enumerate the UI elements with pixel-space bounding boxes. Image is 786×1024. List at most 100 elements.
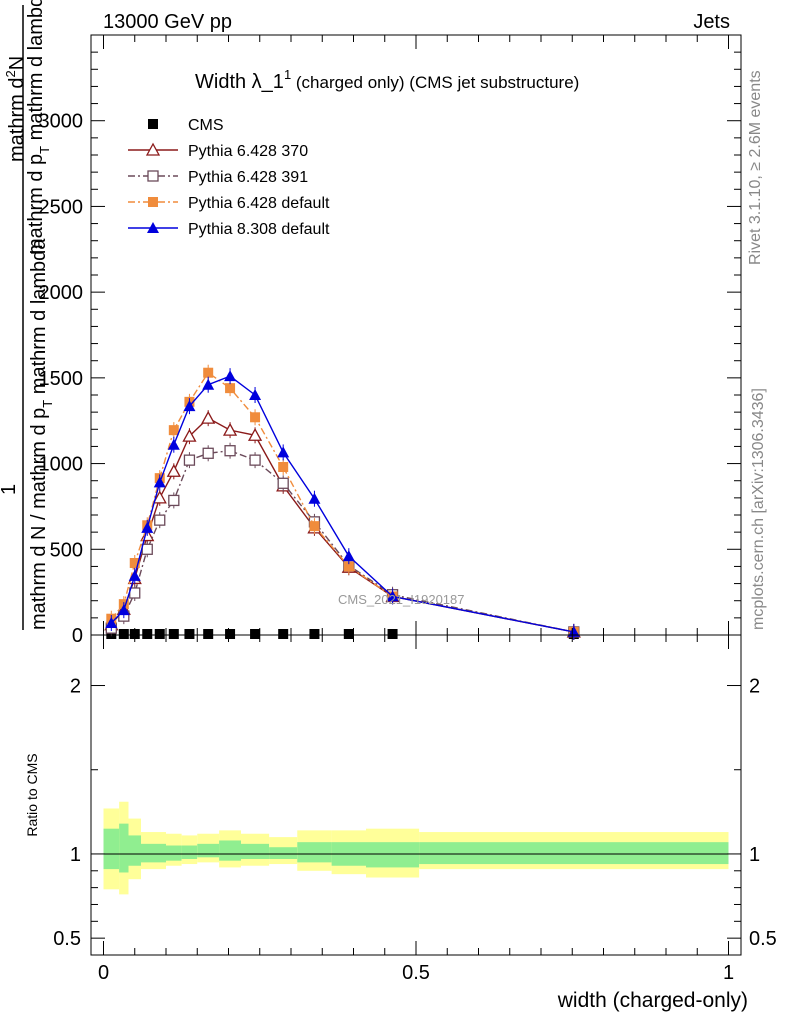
data-point-pythia-6-428-default — [168, 425, 179, 436]
data-point-pythia-8-308-default — [183, 400, 196, 412]
data-point-pythia-6-428-370 — [222, 422, 238, 436]
data-point-pythia-6-428-391 — [224, 445, 236, 457]
ratio-inner-band — [181, 845, 198, 859]
ylabel-num-subT: T — [37, 146, 52, 154]
chart-title-sub: (charged only) (CMS jet substructure) — [291, 73, 579, 92]
main-marks — [104, 364, 581, 640]
ratio-bands — [103, 801, 729, 895]
data-point-pythia-8-308-default — [567, 625, 580, 637]
main-plot: 0 500 1000 1500 2000 2500 3000 — [39, 34, 742, 647]
series-line-pythia-6-428-default — [110, 371, 574, 633]
main-ticks: 0 500 1000 1500 2000 2500 3000 — [39, 35, 741, 647]
ylabel-num-subrest: mathrm d lambda — [25, 0, 47, 146]
data-point-pythia-6-428-370 — [201, 410, 216, 424]
ylabel-num-rest: N — [6, 56, 28, 70]
ratio-plot: 0.5 0.5 1 1 2 2 0 0.5 1 — [53, 634, 777, 984]
data-point-pythia-6-428-391 — [249, 454, 261, 466]
data-point-pythia-8-308-default — [167, 438, 180, 450]
data-point-pythia-8-308-default — [342, 550, 355, 562]
data-point-pythia-8-308-default — [153, 476, 166, 488]
data-point-pythia-6-428-391 — [129, 587, 141, 599]
ylabel-den-sigma: lambda — [28, 238, 50, 310]
main-ylabel: mathrm d N / mathrm d pT mathrm d lambda… — [0, 5, 55, 630]
data-point-pythia-6-428-370 — [182, 428, 197, 442]
rivet-label: Rivet 3.1.10, ≥ 2.6M events — [747, 70, 764, 265]
legend-marker-pythia-6-428-default — [148, 197, 158, 207]
legend-marker-cms — [148, 119, 158, 129]
data-point-pythia-8-308-default — [249, 389, 262, 400]
ylabel-num-subpart: mathrm d p — [25, 154, 47, 255]
chart-title: Width λ_11 (charged only) (CMS jet subst… — [195, 67, 579, 93]
ratio-y-tick-label-right: 1 — [749, 844, 760, 866]
data-point-pythia-6-428-default — [225, 383, 236, 394]
data-point-pythia-6-428-default — [250, 412, 261, 423]
x-tick-label: 0.5 — [402, 962, 430, 984]
ratio-plot-frame — [90, 634, 742, 956]
data-point-cms — [309, 629, 320, 639]
ylabel-leading-one: 1 — [0, 484, 20, 495]
ratio-inner-band — [103, 828, 120, 870]
ratio-inner-band — [241, 843, 270, 859]
ratio-y-tick-label: 1 — [70, 844, 81, 866]
ylabel-num-sup: 2 — [3, 70, 18, 77]
ratio-y-tick-label-right: 2 — [749, 676, 760, 698]
data-point-pythia-8-308-default — [117, 604, 130, 616]
y-tick-label: 0 — [72, 625, 83, 647]
ratio-inner-band — [166, 845, 182, 861]
data-point-pythia-8-308-default — [277, 446, 290, 458]
data-point-pythia-8-308-default — [128, 569, 141, 581]
data-point-pythia-6-428-391 — [168, 494, 180, 507]
y-tick-label: 500 — [50, 539, 83, 561]
data-point-pythia-8-308-default — [105, 617, 118, 628]
y-tick-label: 3000 — [39, 111, 84, 133]
y-tick-label: 2500 — [39, 196, 84, 218]
ratio-ylabel: Ratio to CMS — [24, 753, 40, 836]
data-point-pythia-8-308-default — [202, 378, 215, 390]
header-right: Jets — [693, 11, 730, 33]
data-point-cms — [225, 629, 236, 639]
ylabel-num-top: mathrm d — [6, 78, 28, 162]
ratio-y-tick-label: 0.5 — [53, 928, 81, 950]
data-point-cms — [184, 629, 195, 639]
main-ylabel-upper: mathrm d pT mathrm d lambda mathrm d2N — [3, 0, 52, 255]
data-point-pythia-6-428-default — [129, 558, 140, 568]
legend-label-pythia-6-428-370: Pythia 6.428 370 — [188, 143, 308, 160]
data-point-pythia-6-428-391 — [141, 543, 153, 555]
data-point-pythia-6-428-370 — [166, 463, 181, 477]
ratio-inner-band — [297, 842, 332, 863]
chart-title-sup: 1 — [284, 67, 291, 82]
data-point-pythia-6-428-370 — [152, 490, 167, 504]
y-tick-label: 1000 — [39, 454, 84, 476]
legend-label-pythia-8-308-default: Pythia 8.308 default — [188, 221, 330, 238]
ratio-inner-band — [119, 823, 129, 873]
data-point-pythia-6-428-391 — [154, 514, 166, 526]
data-point-pythia-6-428-391 — [183, 454, 196, 466]
data-point-cms — [142, 629, 153, 639]
ylabel-numerator: mathrm d pT mathrm d lambda — [25, 0, 52, 255]
data-point-pythia-6-428-default — [278, 462, 289, 472]
y-tick-label: 1500 — [39, 368, 84, 390]
data-point-pythia-6-428-default — [309, 521, 320, 532]
data-point-pythia-8-308-default — [386, 590, 399, 602]
ylabel-numerator-top: mathrm d2N — [3, 56, 28, 162]
series-line-pythia-6-428-391 — [110, 449, 574, 633]
chart-title-main: Width λ_1 — [195, 71, 284, 93]
mcplots-label: mcplots.cern.ch [arXiv:1306.3436] — [750, 388, 767, 630]
watermark: CMS_2021_I1920187 — [338, 592, 465, 607]
data-point-pythia-8-308-default — [141, 521, 154, 533]
data-point-cms — [203, 629, 214, 639]
ylabel-den-rest: mathrm d — [28, 310, 50, 400]
data-point-cms — [168, 629, 179, 639]
ratio-inner-band — [269, 847, 298, 859]
y-tick-label: 2000 — [39, 282, 84, 304]
legend-label-cms: CMS — [188, 117, 224, 134]
data-point-cms — [343, 629, 354, 639]
legend-marker-pythia-6-428-391 — [147, 170, 159, 182]
legend-label-pythia-6-428-default: Pythia 6.428 default — [188, 195, 330, 212]
data-point-cms — [118, 629, 129, 639]
ratio-y-tick-label-right: 0.5 — [749, 928, 777, 950]
data-point-pythia-6-428-391 — [277, 477, 289, 489]
ratio-inner-band — [141, 843, 154, 863]
data-point-cms — [278, 629, 289, 639]
